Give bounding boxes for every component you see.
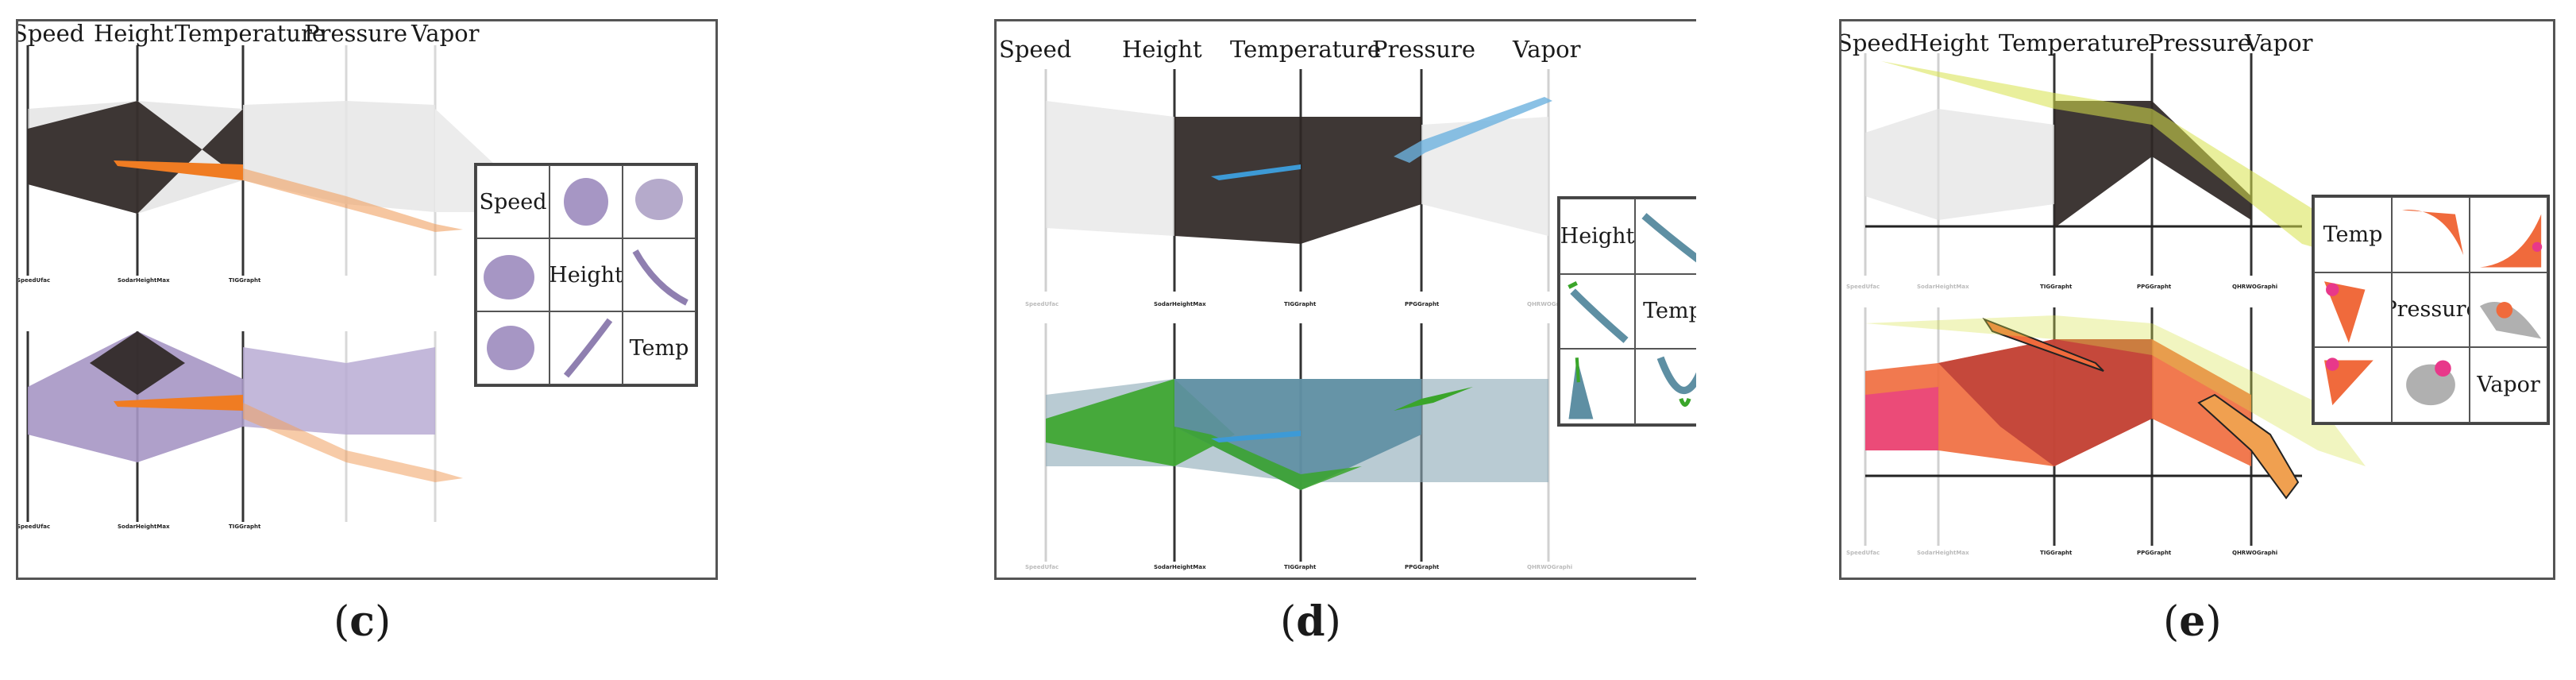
tick-label: SpeedUfac <box>1025 564 1059 570</box>
matrix-scatter <box>2392 347 2470 423</box>
tick-label: QHRWOGraphi <box>1527 564 1573 570</box>
tick-label: SpeedUfac <box>1846 284 1880 290</box>
axis-label-speed: Speed <box>1839 29 1910 56</box>
axis-label-height: Height <box>94 20 174 47</box>
tick-label: SodarHeightMax <box>1154 301 1206 307</box>
tick-label: QHRWOGraphi <box>2232 284 2278 290</box>
tick-label: TIGGrapht <box>229 524 261 530</box>
tick-label: TIGGrapht <box>1284 564 1317 570</box>
matrix-label: Height <box>550 238 623 311</box>
caption-e: (e) <box>2163 597 2222 646</box>
axis-label-vapor: Vapor <box>2245 29 2313 56</box>
matrix-scatter <box>2470 197 2547 272</box>
matrix-scatter <box>1635 349 1696 424</box>
matrix-label: Temp <box>623 311 696 384</box>
caption-paren: ( <box>334 598 350 646</box>
tick-label: TIGGrapht <box>2040 550 2073 556</box>
matrix-scatter <box>2470 272 2547 348</box>
tick-label: PPGGrapht <box>2137 550 2172 556</box>
matrix-scatter <box>1560 349 1635 424</box>
matrix-scatter <box>2314 347 2392 423</box>
tick-label: SpeedUfac <box>17 524 51 530</box>
tick-label: SodarHeightMax <box>118 277 170 284</box>
matrix-label: Temp <box>1635 273 1696 350</box>
caption-d: (d) <box>1280 597 1341 646</box>
caption-letter: c <box>349 597 375 646</box>
matrix-scatter <box>623 165 696 238</box>
matrix-label: Vapor <box>2470 347 2547 423</box>
matrix-scatter <box>2314 272 2392 348</box>
tick-label: TIGGrapht <box>229 277 261 284</box>
scatterplot-matrix-c: Speed Height Temp <box>474 163 698 387</box>
matrix-scatter <box>623 238 696 311</box>
panel-d: Speed Height Temperature Pressure Vapor … <box>994 19 1696 580</box>
tick-label: QHRWOGraphi <box>2232 550 2278 556</box>
matrix-scatter <box>550 165 623 238</box>
axis-label-temperature: Temperature <box>1999 29 2150 56</box>
tick-label: SodarHeightMax <box>1917 550 1969 556</box>
scatterplot-matrix-d: Height Temp <box>1557 196 1696 427</box>
scatterplot-matrix-e: Temp Pressure Vapor <box>2312 195 2550 425</box>
matrix-scatter <box>476 238 550 311</box>
axis-label-temperature: Temperature <box>1230 36 1381 63</box>
matrix-scatter <box>1560 273 1635 350</box>
matrix-label: Temp <box>2314 197 2392 272</box>
matrix-scatter <box>2392 197 2470 272</box>
caption-c: (c) <box>334 597 391 646</box>
caption-paren: ( <box>2163 598 2180 646</box>
axis-label-pressure: Pressure <box>1372 36 1476 63</box>
tick-label: SpeedUfac <box>17 277 51 284</box>
axis-label-temperature: Temperature <box>175 20 326 47</box>
axis-label-vapor: Vapor <box>411 20 480 47</box>
tick-label: SodarHeightMax <box>118 524 170 530</box>
parallel-coordinates-d <box>1044 69 1552 562</box>
axis-label-speed: Speed <box>999 36 1072 63</box>
tick-label: TIGGrapht <box>1284 301 1317 307</box>
matrix-label: Pressure <box>2392 272 2470 348</box>
panel-e: Speed Height Temperature Pressure Vapor … <box>1839 19 2555 580</box>
matrix-scatter <box>476 311 550 384</box>
tick-label: PPGGrapht <box>1405 564 1440 570</box>
tick-label: SodarHeightMax <box>1917 284 1969 290</box>
caption-paren: ) <box>2205 598 2222 646</box>
axis-label-pressure: Pressure <box>304 20 408 47</box>
tick-label: SpeedUfac <box>1846 550 1880 556</box>
axis-label-vapor: Vapor <box>1513 36 1581 63</box>
tick-label: SodarHeightMax <box>1154 564 1206 570</box>
parallel-coordinates-c <box>26 45 495 522</box>
parallel-coordinates-e <box>1864 53 2366 546</box>
caption-paren: ) <box>1325 598 1341 646</box>
matrix-label: Height <box>1560 199 1635 274</box>
axis-label-pressure: Pressure <box>2148 29 2252 56</box>
tick-label: PPGGrapht <box>1405 301 1440 307</box>
panel-c: Speed Height Temperature Pressure Vapor … <box>16 19 718 580</box>
tick-label: PPGGrapht <box>2137 284 2172 290</box>
caption-letter: d <box>1296 597 1325 646</box>
tick-label: QHRWOGraphi <box>1527 301 1573 307</box>
caption-paren: ( <box>1280 598 1297 646</box>
matrix-scatter <box>1635 199 1696 274</box>
axis-label-speed: Speed <box>16 20 85 47</box>
tick-label: TIGGrapht <box>2040 284 2073 290</box>
axis-label-height: Height <box>1909 29 1989 56</box>
matrix-scatter <box>550 311 623 384</box>
tick-label: SpeedUfac <box>1025 301 1059 307</box>
caption-letter: e <box>2179 597 2206 646</box>
axis-label-height: Height <box>1122 36 1202 63</box>
matrix-label: Speed <box>476 165 550 238</box>
caption-paren: ) <box>374 598 391 646</box>
